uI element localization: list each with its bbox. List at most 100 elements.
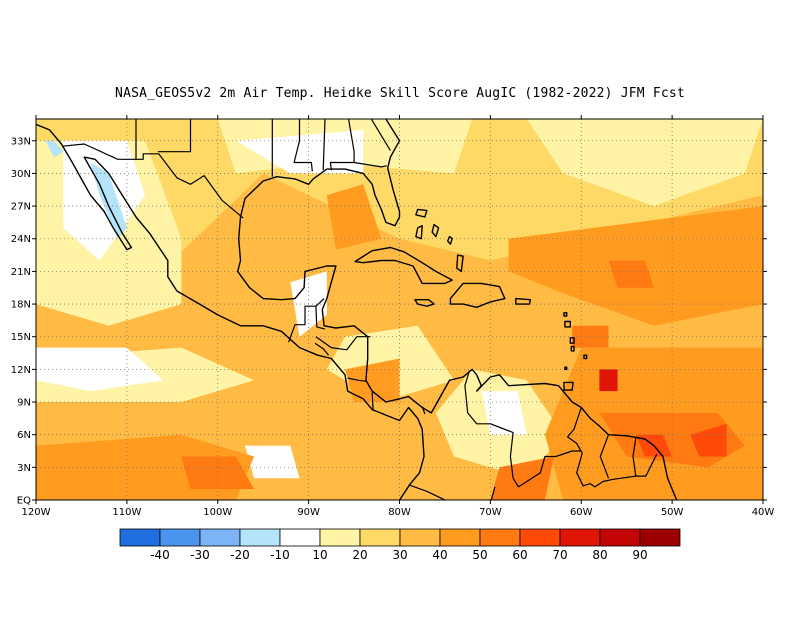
border-venezuela-guyana <box>566 407 658 488</box>
coastline-lesser-antilles-1 <box>563 312 568 317</box>
coastline-hispaniola <box>449 282 506 308</box>
coastline-trinidad <box>563 381 574 391</box>
field-region-neg10 <box>90 162 127 239</box>
colorbar-swatch <box>559 528 601 547</box>
field-region-60 <box>181 456 255 490</box>
field-region-70 <box>690 423 727 457</box>
border-panama-colombia <box>421 406 426 415</box>
colorbar-swatch <box>239 528 281 547</box>
lon-tick-label: 40W <box>752 507 775 518</box>
colorbar-label: 50 <box>472 548 487 562</box>
map-axes: 120W 110W 100W 90W 80W 70W 60W 50W 40W EQ 3N 6N 9N 12… <box>11 115 775 518</box>
coastline-bahamas-5 <box>456 254 464 273</box>
field-region-60 <box>608 260 654 288</box>
coastline-bahamas-1 <box>415 208 428 218</box>
lat-tick-label: 33N <box>11 136 31 147</box>
field-region-80 <box>599 369 618 392</box>
colorbar-swatch <box>279 528 321 547</box>
coastline-lesser-antilles-6 <box>564 366 568 371</box>
colorbar-label: -10 <box>270 548 290 562</box>
border-central-america-1 <box>314 342 330 356</box>
lat-tick-label: 18N <box>11 300 31 311</box>
border-central-america-4 <box>371 392 374 411</box>
border-guatemala-belize <box>288 305 326 343</box>
coastline-lesser-antilles-2 <box>564 320 571 328</box>
border-us-states-2 <box>157 119 192 153</box>
lat-tick-label: 21N <box>11 267 31 278</box>
coastline-bahamas-3 <box>431 223 440 238</box>
field-region-60 <box>490 456 554 500</box>
field-region-20 <box>526 119 763 207</box>
lon-tick-label: 50W <box>661 507 684 518</box>
colorbar-label: 40 <box>432 548 447 562</box>
border-suriname-guiana <box>632 437 637 477</box>
map-title: NASA_GEOS5v2 2m Air Temp. Heidke Skill S… <box>115 86 685 101</box>
border-brazil-colombia <box>490 486 496 500</box>
border-colombia-ecuador <box>408 484 446 500</box>
coastline-jamaica <box>414 299 435 307</box>
colorbar-swatch <box>599 528 641 547</box>
lat-tick-label: 12N <box>11 365 31 376</box>
lat-tick-label: 6N <box>17 430 31 441</box>
border-colombia-venezuela <box>464 370 520 488</box>
colorbar-swatch <box>399 528 441 547</box>
lon-tick-label: 60W <box>570 507 593 518</box>
colorbar-swatch <box>319 528 361 547</box>
lon-tick-label: 120W <box>22 507 51 518</box>
colorbar-swatch <box>639 528 681 547</box>
field-region-60 <box>572 325 609 348</box>
border-us-states-5 <box>322 119 326 171</box>
colorbar-label: 70 <box>552 548 567 562</box>
border-us-mexico <box>62 143 244 219</box>
lat-tick-label: 30N <box>11 169 31 180</box>
border-us-states-7 <box>354 161 387 168</box>
border-central-america-3 <box>347 377 366 382</box>
coastline-north-america-west-coast <box>36 123 425 500</box>
lon-tick-label: 80W <box>388 507 411 518</box>
coastline-puerto-rico <box>515 297 532 305</box>
lat-tick-label: 9N <box>17 398 31 409</box>
skill-score-field <box>36 119 763 500</box>
colorbar-label: 80 <box>592 548 607 562</box>
coastline-cuba <box>354 246 453 285</box>
coastline-lesser-antilles-4 <box>570 345 575 352</box>
coastline-lesser-antilles-3 <box>569 337 575 344</box>
border-guyana-suriname <box>599 434 610 479</box>
colorbar-swatch <box>479 528 521 547</box>
border-brazil-venezuela <box>518 450 582 488</box>
colorbar-swatch <box>519 528 561 547</box>
lon-tick-label: 90W <box>297 507 320 518</box>
colorbar-label: -30 <box>190 548 210 562</box>
colorbar-label: 90 <box>632 548 647 562</box>
geography-lines <box>36 119 678 500</box>
lat-tick-label: 27N <box>11 202 31 213</box>
colorbar-label: 60 <box>512 548 527 562</box>
lat-tick-label: 3N <box>17 463 31 474</box>
field-region-10 <box>36 347 164 392</box>
colorbar-label: 10 <box>312 548 327 562</box>
field-region-10 <box>245 445 300 479</box>
field-region-50 <box>326 184 382 250</box>
lon-tick-label: 110W <box>112 507 141 518</box>
border-central-america-2 <box>315 336 371 351</box>
border-us-states-8 <box>370 119 391 151</box>
lon-tick-label: 70W <box>479 507 502 518</box>
colorbar-swatch <box>199 528 241 547</box>
colorbar-label: 30 <box>392 548 407 562</box>
coastline-bahamas-4 <box>447 235 453 245</box>
coastline-gulf-caribbean-coast <box>236 168 678 500</box>
colorbar-label: 20 <box>352 548 367 562</box>
colorbar-swatch <box>359 528 401 547</box>
coastline-us-east-coast <box>385 119 401 217</box>
field-region-neg10 <box>45 140 64 158</box>
lat-tick-label: EQ <box>17 496 31 507</box>
colorbar-swatch <box>159 528 201 547</box>
colorbar-swatch <box>119 528 161 547</box>
lat-tick-label: 15N <box>11 332 31 343</box>
colorbar-label: -20 <box>230 548 250 562</box>
coastline-bahamas-2 <box>415 224 423 240</box>
coastline-lesser-antilles-5 <box>583 354 588 360</box>
field-region-50 <box>345 358 400 402</box>
colorbar-label: -40 <box>150 548 170 562</box>
